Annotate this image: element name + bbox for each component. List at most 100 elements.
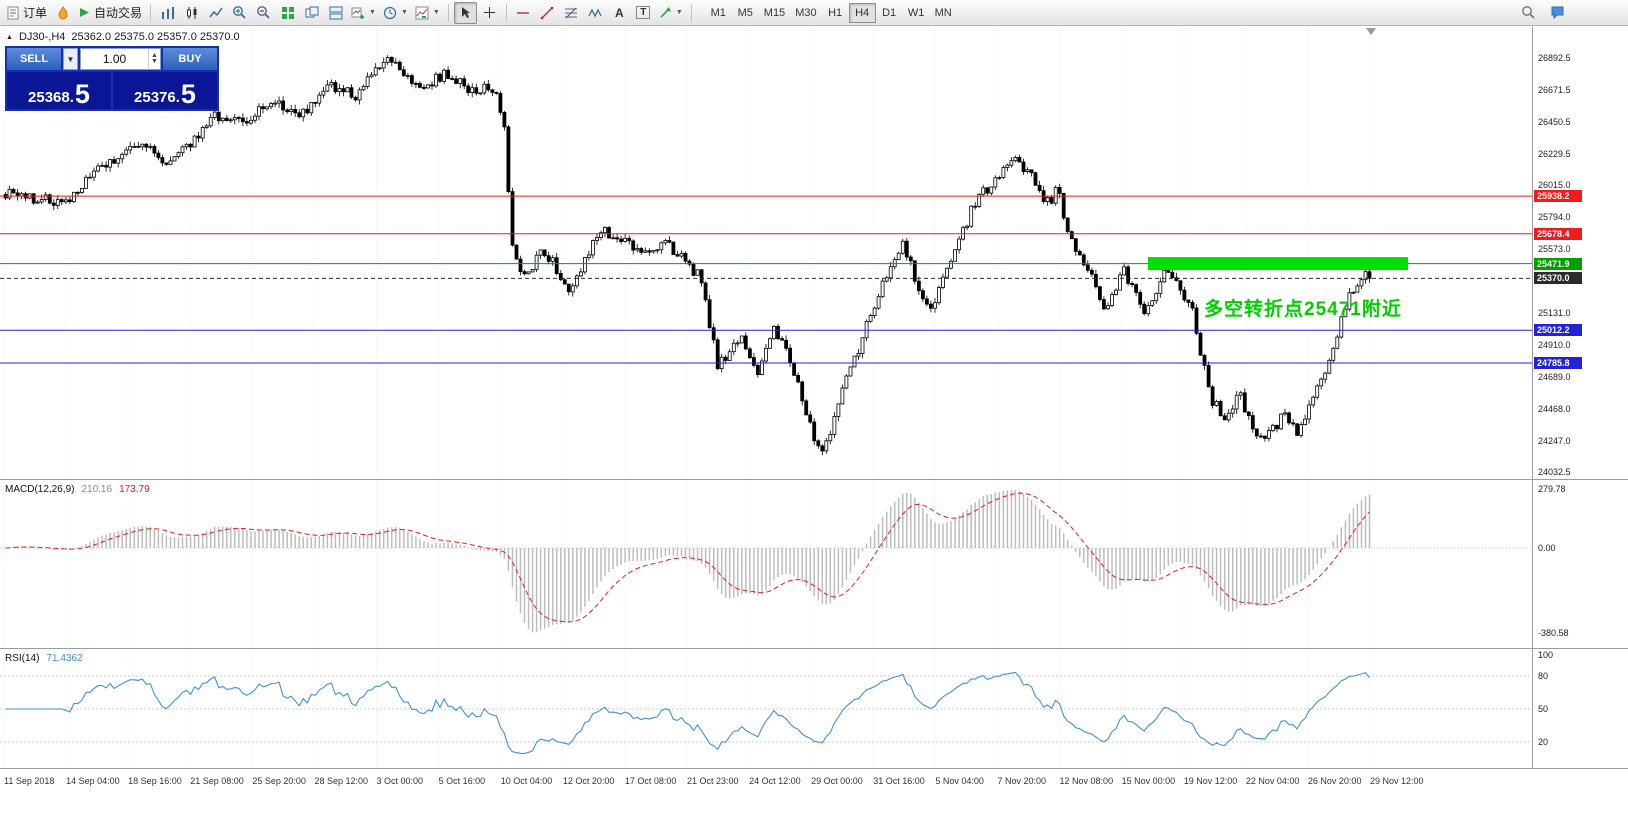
sell-button[interactable]: SELL [7,48,61,70]
timeframe-button-w1[interactable]: W1 [907,6,925,19]
volume-value[interactable]: 1.00 [102,52,127,66]
timeframe-button-m15[interactable]: M15 [763,6,786,19]
rsi-indicator-label: RSI(14) 71.4362 [5,653,83,664]
price-axis-label: 26450.5 [1538,116,1571,127]
time-axis-label: 18 Sep 16:00 [128,776,182,786]
time-axis-label: 25 Sep 20:00 [252,776,306,786]
timeframe-button-h1[interactable]: H1 [828,6,843,19]
zoom-out-button[interactable] [252,2,275,24]
trendline-tool-button[interactable] [536,2,559,24]
price-axis-label: 25573.0 [1538,244,1571,254]
tile-horizontal-button[interactable] [324,2,347,24]
horizontal-line-tool-button[interactable] [512,2,535,24]
buy-button[interactable]: BUY [163,48,217,70]
rsi-axis[interactable]: 100 80 50 20 [1533,650,1628,768]
mql-community-button[interactable] [51,2,74,24]
macd-axis[interactable]: 279.78 0.00 -380.58 [1533,481,1628,647]
text-tool-button[interactable]: A [608,2,631,24]
fibonacci-tool-button[interactable] [560,2,583,24]
buy-price-display[interactable]: 25376. 5 [113,72,217,109]
new-chart-button[interactable]: ▼ [348,2,379,24]
volume-preset-dropdown[interactable]: ▼ [63,48,78,70]
current-price-tag: 25370.0 [1534,272,1582,285]
autotrade-label: 自动交易 [94,6,143,20]
price-chart[interactable] [0,26,1532,478]
arrows-tool-button[interactable]: ▼ [656,2,686,24]
panel-separator[interactable] [0,648,1628,649]
periods-button[interactable]: ▼ [380,2,411,24]
price-axis-label: 24247.0 [1538,435,1571,446]
macd-signal-value: 173.79 [119,484,150,495]
rsi-chart[interactable] [0,650,1532,768]
new-order-button[interactable]: 订单 [3,2,50,24]
cascade-windows-button[interactable] [300,2,323,24]
toolbar-separator [690,3,692,22]
arrow-tool-icon [660,7,671,18]
spinner-down-icon[interactable]: ▼ [151,58,158,65]
flame-icon [58,5,68,19]
chart-title: ▲ DJ30-,H4 25362.0 25375.0 25357.0 25370… [6,31,240,43]
price-axis-label: 26015.0 [1538,180,1571,191]
time-axis-label: 24 Oct 12:00 [749,776,801,786]
time-axis-label: 22 Nov 04:00 [1245,776,1300,786]
spinner-up-icon[interactable]: ▲ [151,52,158,59]
price-axis-label: 25131.0 [1538,307,1571,318]
timeframe-button-mn[interactable]: MN [934,6,952,19]
timeframe-button-d1[interactable]: D1 [882,6,897,19]
search-icon [1522,6,1535,19]
candlestick-mode-button[interactable] [180,2,203,24]
bar-chart-mode-button[interactable] [156,2,179,24]
search-button[interactable] [1517,2,1540,24]
time-axis-label: 15 Nov 00:00 [1121,776,1176,786]
one-click-trade-panel: SELL ▼ 1.00 ▲ ▼ BUY 25368. 5 25376. 5 [5,46,219,111]
zoom-in-button[interactable] [228,2,251,24]
timeframe-group: M1 M5 M15 M30 H1 H4 D1 W1 MN [705,2,957,23]
time-axis-label: 12 Nov 08:00 [1059,776,1114,786]
price-level-tag: 25471.9 [1534,257,1582,270]
trendline-icon [541,6,554,19]
chart-annotation[interactable]: 多空转折点25471附近 [1204,299,1402,320]
time-axis-label: 5 Oct 16:00 [438,776,486,786]
panel-separator[interactable] [0,479,1628,480]
indicators-button[interactable]: ▼ [412,2,443,24]
timeframe-button-m1[interactable]: M1 [710,6,726,19]
timeframe-button-m5[interactable]: M5 [737,6,753,19]
line-chart-mode-button[interactable] [204,2,227,24]
chart-shift-marker-icon[interactable] [1366,28,1376,35]
sell-price-pip: 5 [74,79,90,109]
chat-button[interactable] [1546,2,1569,24]
time-axis-label: 10 Oct 04:00 [500,776,553,786]
price-axis[interactable]: 26892.5 26671.5 26450.5 26229.5 26015.0 25794… [1533,26,1628,478]
sell-price-display[interactable]: 25368. 5 [7,72,111,109]
symbol-marker-icon: ▲ [6,33,13,41]
rsi-name: RSI(14) [5,653,40,664]
waves-tool-button[interactable] [584,2,607,24]
timeframe-button-m30[interactable]: M30 [795,6,817,19]
crosshair-tool-button[interactable] [478,2,501,24]
crosshair-icon [483,7,495,18]
time-axis-label: 7 Nov 20:00 [997,776,1046,786]
volume-input[interactable]: 1.00 ▲ ▼ [80,48,161,70]
price-axis-label: 26229.5 [1538,148,1571,159]
autotrade-button[interactable]: 自动交易 [75,2,145,24]
chevron-down-icon: ▼ [66,54,75,64]
chat-bubble-icon [1551,6,1564,20]
time-axis[interactable]: 11 Sep 2018 14 Sep 04:00 18 Sep 16:00 21 Se… [0,768,1628,798]
time-axis-label: 19 Nov 12:00 [1183,776,1238,786]
trade-panel-controls: SELL ▼ 1.00 ▲ ▼ BUY [7,48,217,70]
timeframe-button-h4[interactable]: H4 [848,2,876,23]
rsi-axis-label: 80 [1538,671,1549,681]
time-axis-label: 14 Sep 04:00 [66,776,120,786]
macd-chart[interactable] [0,481,1532,647]
line-chart-icon [208,7,223,17]
volume-spinner[interactable]: ▲ ▼ [148,49,160,69]
chevron-down-icon: ▼ [432,9,440,16]
label-tool-button[interactable]: T [632,2,655,24]
fibonacci-icon [565,7,578,18]
tile-windows-button[interactable] [276,2,299,24]
waves-icon [588,8,602,17]
tile-horizontal-icon [329,6,343,19]
rsi-axis-label: 20 [1538,737,1549,747]
zoom-in-icon [233,6,246,19]
cursor-tool-button[interactable] [453,1,477,24]
